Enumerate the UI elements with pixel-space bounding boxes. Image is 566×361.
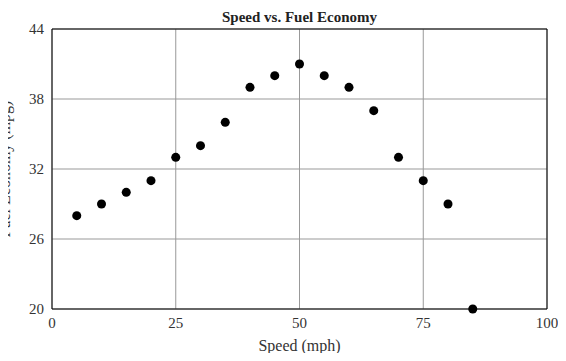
svg-text:25: 25 bbox=[168, 315, 183, 331]
svg-text:Speed (mph): Speed (mph) bbox=[258, 337, 340, 353]
svg-text:0: 0 bbox=[48, 315, 56, 331]
svg-text:26: 26 bbox=[29, 231, 45, 247]
html-text:Speed vs. Fuel Economy: Speed vs. Fuel Economy bbox=[222, 9, 377, 25]
svg-text:Fuel Economy (mpg): Fuel Economy (mpg) bbox=[8, 101, 14, 238]
svg-text:75: 75 bbox=[416, 315, 431, 331]
svg-text:44: 44 bbox=[29, 21, 45, 37]
svg-text:38: 38 bbox=[29, 91, 44, 107]
svg-text:50: 50 bbox=[292, 315, 307, 331]
svg-text:100: 100 bbox=[536, 315, 558, 331]
svg-text:20: 20 bbox=[29, 301, 44, 317]
svg-text:32: 32 bbox=[29, 161, 44, 177]
